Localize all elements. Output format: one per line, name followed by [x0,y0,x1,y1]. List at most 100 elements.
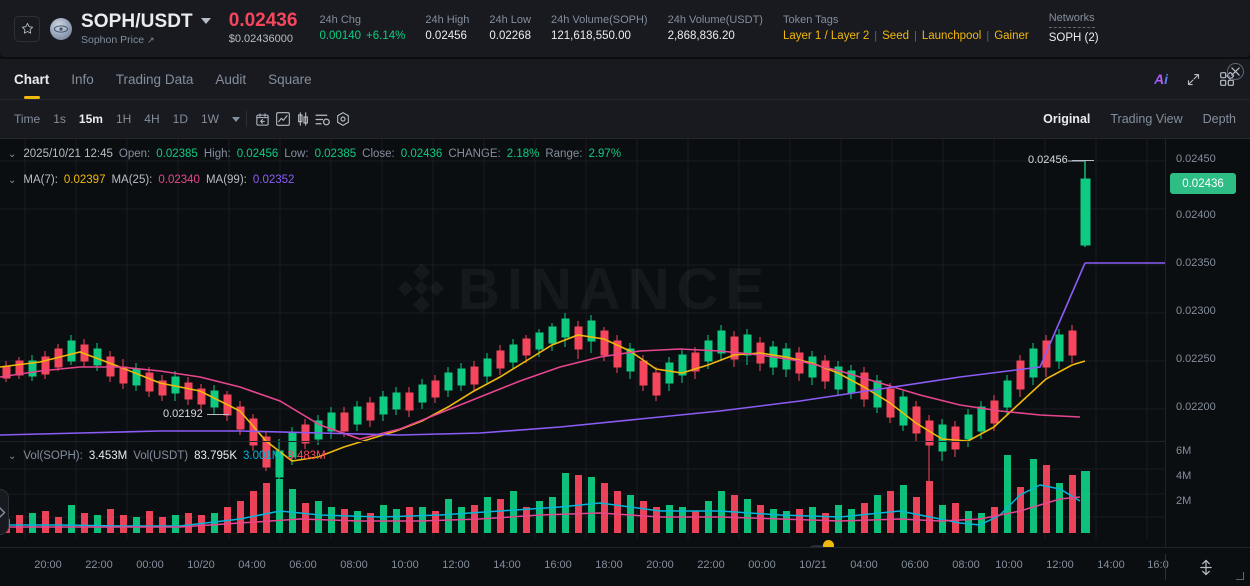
change-percent: +6.14% [366,30,406,42]
vol-quote-label: Vol(USDT) [133,450,189,462]
tab-bar-actions: Ai [1154,70,1236,88]
sophon-coin-icon [50,17,72,40]
time-tick: 06:00 [289,559,317,571]
legend-high-value: 0.02456 [236,148,279,160]
time-tick: 10:00 [391,559,419,571]
last-price-usd: $0.02436000 [228,33,293,45]
token-tags-block: Token Tags Layer 1 / Layer 2 | Seed | La… [783,12,1029,45]
time-tick: 20:00 [34,559,62,571]
time-tick: 22:00 [85,559,113,571]
time-axis[interactable]: 20:00 22:00 00:00 10/20 04:00 06:00 08:0… [0,547,1250,586]
time-tick: 22:00 [697,559,725,571]
token-tag-gainer[interactable]: Gainer [994,30,1029,42]
vol-base-label: Vol(SOPH): [23,450,83,462]
section-tab-bar: Chart Info Trading Data Audit Square Ai [0,59,1250,100]
chart-plot [0,160,1165,533]
tab-info[interactable]: Info [71,59,94,99]
chevron-down-icon[interactable] [231,116,240,122]
session-low-marker: 0.02192 [163,408,229,420]
time-tick: 00:00 [136,559,164,571]
interval-1w[interactable]: 1W [200,112,219,126]
interval-1d[interactable]: 1D [172,112,188,126]
settings-target-icon[interactable] [333,109,353,129]
chevron-down-icon[interactable]: ⌄ [8,148,17,160]
tab-label: Trading Data [115,71,194,87]
networks-label[interactable]: Networks [1048,10,1095,28]
tab-audit[interactable]: Audit [215,59,246,99]
time-tick: 08:00 [952,559,980,571]
legend-low-value: 0.02385 [314,148,357,160]
legend-datetime: 2025/10/21 12:45 [23,148,113,160]
pair-subtitle[interactable]: Sophon Price ↗ [81,33,211,47]
view-original[interactable]: Original [1043,112,1091,126]
chevron-down-icon[interactable]: ⌄ [8,174,17,186]
time-tick: 04:00 [238,559,266,571]
marker-leader-line [206,413,229,415]
volume-tick: 4M [1176,470,1192,482]
time-tick: 12:00 [442,559,470,571]
expand-diagonal-icon[interactable] [1184,70,1202,88]
calendar-icon[interactable] [253,109,273,129]
tab-label: Square [268,71,312,87]
stat-24h-high: 24h High 0.02456 [425,12,469,45]
news-announcement-icon[interactable] [808,540,834,547]
stat-value: 0.02268 [489,30,531,42]
legend-range-label: Range: [545,148,583,160]
chart-canvas-area[interactable]: BINANCE [0,139,1250,547]
candlestick-icon[interactable] [293,109,313,129]
interval-1s[interactable]: 1s [53,112,66,126]
pair-subtitle-text: Sophon Price [81,33,145,46]
token-tag-seed[interactable]: Seed [882,30,909,42]
tab-chart[interactable]: Chart [14,59,49,99]
time-tick: 10/20 [187,559,215,571]
interval-15m[interactable]: 15m [78,112,103,126]
view-depth[interactable]: Depth [1202,112,1236,126]
view-trading-view[interactable]: Trading View [1110,112,1183,126]
volume-legend: ⌄ Vol(SOPH): 3.453M Vol(USDT) 83.795K 3.… [8,450,326,462]
chevron-down-icon[interactable]: ⌄ [8,450,17,462]
resize-corner-grip[interactable] [1236,572,1244,580]
drawing-toolbar-handle[interactable] [0,489,9,535]
close-icon[interactable] [1227,63,1244,80]
ma7-line [0,334,1086,462]
ma25-line [0,348,1081,440]
line-chart-icon[interactable] [273,109,293,129]
interval-1h[interactable]: 1H [115,112,132,126]
indicators-icon[interactable] [313,109,333,129]
chart-toolbar: Time 1s 15m 1H 4H 1D 1W [0,100,1250,139]
tab-label: Audit [215,71,247,87]
legend-close-label: Close: [362,148,395,160]
token-tag-layer[interactable]: Layer 1 / Layer 2 [782,30,870,42]
star-outline-icon [21,22,33,34]
tab-trading-data[interactable]: Trading Data [116,59,194,99]
time-tick: 06:00 [901,559,929,571]
ohlc-legend: ⌄ 2025/10/21 12:45 Open: 0.02385 High: 0… [8,148,621,160]
last-price: 0.02436 [228,10,298,31]
vertical-resize-icon[interactable] [1196,557,1216,577]
interval-4h[interactable]: 4H [144,112,160,126]
token-tag-launchpool[interactable]: Launchpool [921,30,982,42]
volume-ma2-line [0,496,1081,528]
time-tick: 16:0 [1147,559,1169,571]
legend-range-value: 2.97% [588,148,622,160]
stat-value: 2,868,836.20 [667,30,735,42]
change-value: 0.00140 [319,30,362,42]
candlestick-series [2,161,1091,487]
chevron-down-icon[interactable] [200,18,211,24]
axis-separator [1165,554,1166,580]
tab-square[interactable]: Square [268,59,312,99]
chart-view-group: Original Trading View Depth [1043,112,1236,126]
favorite-star-button[interactable] [14,15,40,42]
networks-value[interactable]: SOPH (2) [1048,32,1099,44]
stat-24h-low: 24h Low 0.02268 [489,12,531,45]
ma99-value: 0.02352 [252,174,295,186]
time-tick: 12:00 [1046,559,1074,571]
stat-label: 24h Volume(USDT) [667,14,763,26]
ai-assistant-icon[interactable]: Ai [1154,71,1168,87]
tab-list: Chart Info Trading Data Audit Square [14,59,312,99]
ticker-bar: SOPH/USDT Sophon Price ↗ 0.02436 $0.0243… [0,0,1250,57]
price-axis[interactable]: 0.02450 0.02436 0.02400 0.02350 0.02300 … [1165,139,1250,547]
time-label: Time [14,112,41,126]
vol-ma1-value: 3.001M [243,450,282,462]
pair-selector[interactable]: SOPH/USDT Sophon Price ↗ [81,11,211,47]
